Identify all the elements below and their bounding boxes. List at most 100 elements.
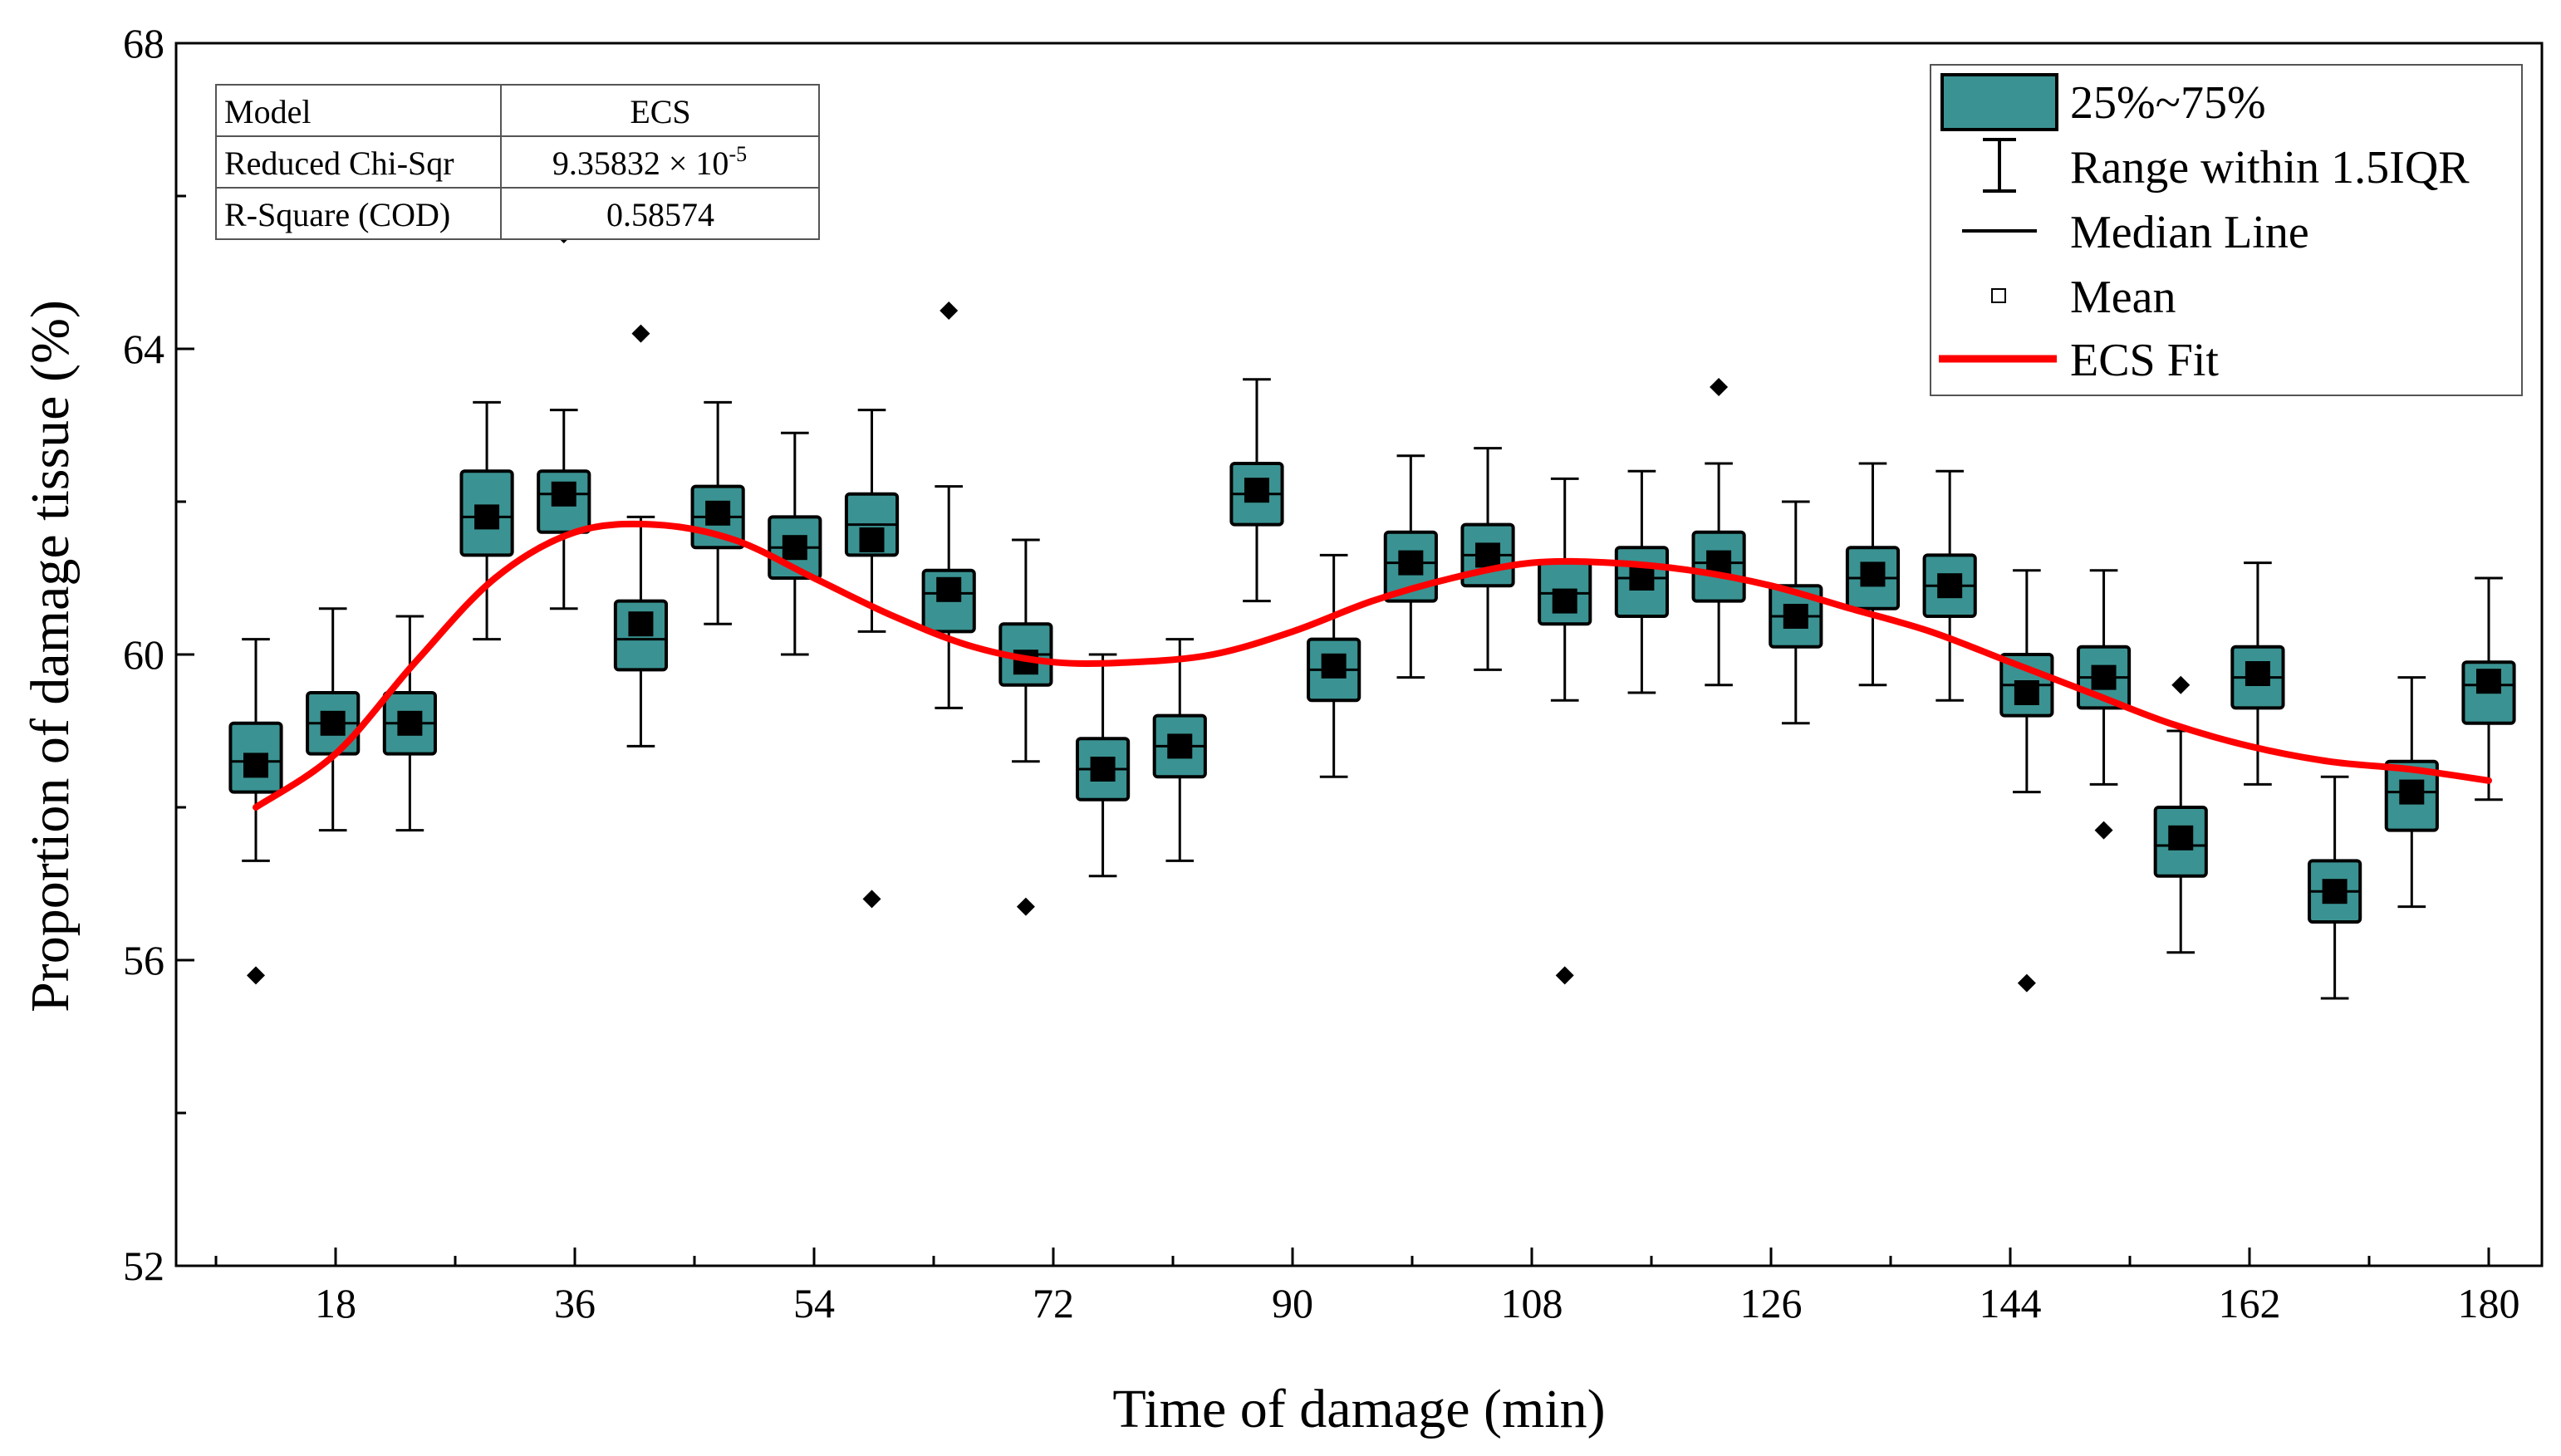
box-78 bbox=[1075, 653, 1131, 878]
legend-swatch-whisker bbox=[1983, 138, 2016, 193]
mean-marker bbox=[2476, 669, 2501, 694]
mean-marker bbox=[2091, 664, 2117, 690]
outlier-point bbox=[631, 324, 650, 343]
box-162 bbox=[2076, 569, 2132, 786]
x-tick-label: 108 bbox=[1501, 1280, 1563, 1326]
box-96 bbox=[1229, 378, 1284, 603]
outlier-point bbox=[862, 890, 881, 909]
box-24 bbox=[382, 615, 437, 832]
box-114 bbox=[1460, 447, 1515, 671]
box-54 bbox=[768, 431, 822, 656]
y-tick-label: 60 bbox=[123, 631, 164, 678]
box-series bbox=[228, 378, 2516, 1000]
stats-label-r2: R-Square (COD) bbox=[224, 196, 450, 233]
mean-marker bbox=[474, 504, 500, 530]
box-42 bbox=[613, 515, 669, 748]
x-tick-label: 126 bbox=[1740, 1280, 1803, 1326]
x-tick-label: 18 bbox=[315, 1280, 356, 1326]
box-156 bbox=[1999, 569, 2054, 794]
stats-label-model: Model bbox=[224, 93, 311, 130]
box-66 bbox=[921, 485, 976, 709]
outlier-point bbox=[2017, 973, 2036, 993]
y-tick-label: 56 bbox=[123, 937, 164, 983]
mean-marker bbox=[1552, 588, 1577, 614]
mean-marker bbox=[243, 753, 268, 778]
stats-label-chi: Reduced Chi-Sqr bbox=[224, 145, 454, 182]
outlier-point bbox=[247, 966, 265, 985]
box-84 bbox=[1152, 638, 1207, 862]
legend: 25%~75% Range within 1.5IQR Median Line … bbox=[1930, 64, 2523, 396]
box-132 bbox=[1691, 462, 1746, 687]
outlier-point bbox=[1555, 966, 1574, 985]
x-tick-label: 162 bbox=[2219, 1280, 2281, 1326]
box-186 bbox=[2384, 676, 2439, 909]
box-174 bbox=[2230, 561, 2285, 786]
stats-value-chi-exponent: -5 bbox=[729, 142, 747, 166]
box-108 bbox=[1383, 454, 1438, 679]
legend-label-median: Median Line bbox=[2070, 207, 2309, 258]
box-126 bbox=[1614, 469, 1670, 694]
box-48 bbox=[690, 400, 745, 625]
mean-marker bbox=[2168, 825, 2194, 851]
x-tick-label: 180 bbox=[2458, 1280, 2520, 1326]
mean-marker bbox=[1629, 566, 1655, 591]
stats-value-r2: 0.58574 bbox=[606, 196, 714, 233]
mean-marker bbox=[1937, 573, 1963, 599]
box-150 bbox=[1922, 469, 1977, 702]
y-tick-label: 64 bbox=[123, 326, 164, 372]
x-axis: 18 36 54 72 90 108 126 144 162 180 bbox=[214, 1248, 2520, 1326]
x-tick-label: 90 bbox=[1272, 1280, 1313, 1326]
legend-label-fit: ECS Fit bbox=[2070, 335, 2219, 386]
box-36 bbox=[537, 409, 591, 610]
outlier-point bbox=[1016, 897, 1035, 916]
mean-marker bbox=[628, 611, 654, 637]
stats-value-model: ECS bbox=[630, 93, 690, 130]
mean-marker bbox=[1860, 561, 1886, 587]
mean-marker bbox=[2245, 661, 2270, 686]
ecs-fit-line bbox=[253, 520, 2492, 811]
box-168 bbox=[2153, 729, 2208, 954]
mean-marker bbox=[705, 500, 731, 526]
mean-marker bbox=[2014, 680, 2039, 705]
legend-label-mean: Mean bbox=[2070, 272, 2176, 323]
mean-marker bbox=[1167, 733, 1193, 759]
y-tick-label: 52 bbox=[123, 1243, 164, 1289]
legend-label-box: 25%~75% bbox=[2070, 77, 2266, 129]
mean-marker bbox=[859, 527, 885, 552]
mean-marker bbox=[1090, 757, 1116, 782]
mean-marker bbox=[782, 535, 807, 561]
mean-marker bbox=[551, 481, 576, 507]
mean-marker bbox=[936, 576, 962, 602]
y-axis-title: Proportion of damage tissue (%) bbox=[20, 300, 81, 1012]
x-tick-label: 144 bbox=[1980, 1280, 2042, 1326]
legend-swatch-box bbox=[1940, 73, 2058, 131]
stats-value-chi: 9.35832 × 10-5 bbox=[552, 142, 747, 182]
fit-layer bbox=[253, 520, 2492, 811]
x-tick-label: 36 bbox=[554, 1280, 596, 1326]
x-tick-label: 54 bbox=[793, 1280, 835, 1326]
y-axis: 52 56 60 64 68 bbox=[123, 20, 194, 1289]
box-102 bbox=[1307, 553, 1361, 778]
mean-marker bbox=[397, 710, 423, 736]
box-60 bbox=[844, 409, 900, 633]
box-18 bbox=[306, 607, 361, 832]
box-138 bbox=[1769, 500, 1823, 725]
x-tick-label: 72 bbox=[1033, 1280, 1074, 1326]
box-120 bbox=[1538, 477, 1592, 702]
mean-marker bbox=[1475, 542, 1501, 568]
stats-value-chi-mantissa: 9.35832 × 10 bbox=[552, 145, 729, 182]
mean-marker bbox=[1244, 478, 1269, 503]
mean-marker bbox=[1398, 550, 1424, 576]
mean-marker bbox=[2322, 879, 2348, 904]
mean-marker bbox=[1321, 653, 1347, 679]
legend-swatch-mean bbox=[1991, 288, 2006, 303]
outlier-point bbox=[2094, 821, 2113, 840]
box-72 bbox=[998, 538, 1053, 763]
mean-marker bbox=[1783, 604, 1808, 629]
box-30 bbox=[459, 400, 514, 641]
stats-table-frame bbox=[215, 84, 820, 240]
stats-table: Model ECS Reduced Chi-Sqr 9.35832 × 10-5… bbox=[215, 84, 820, 240]
y-tick-label: 68 bbox=[123, 20, 164, 66]
box-180 bbox=[2308, 775, 2362, 1000]
